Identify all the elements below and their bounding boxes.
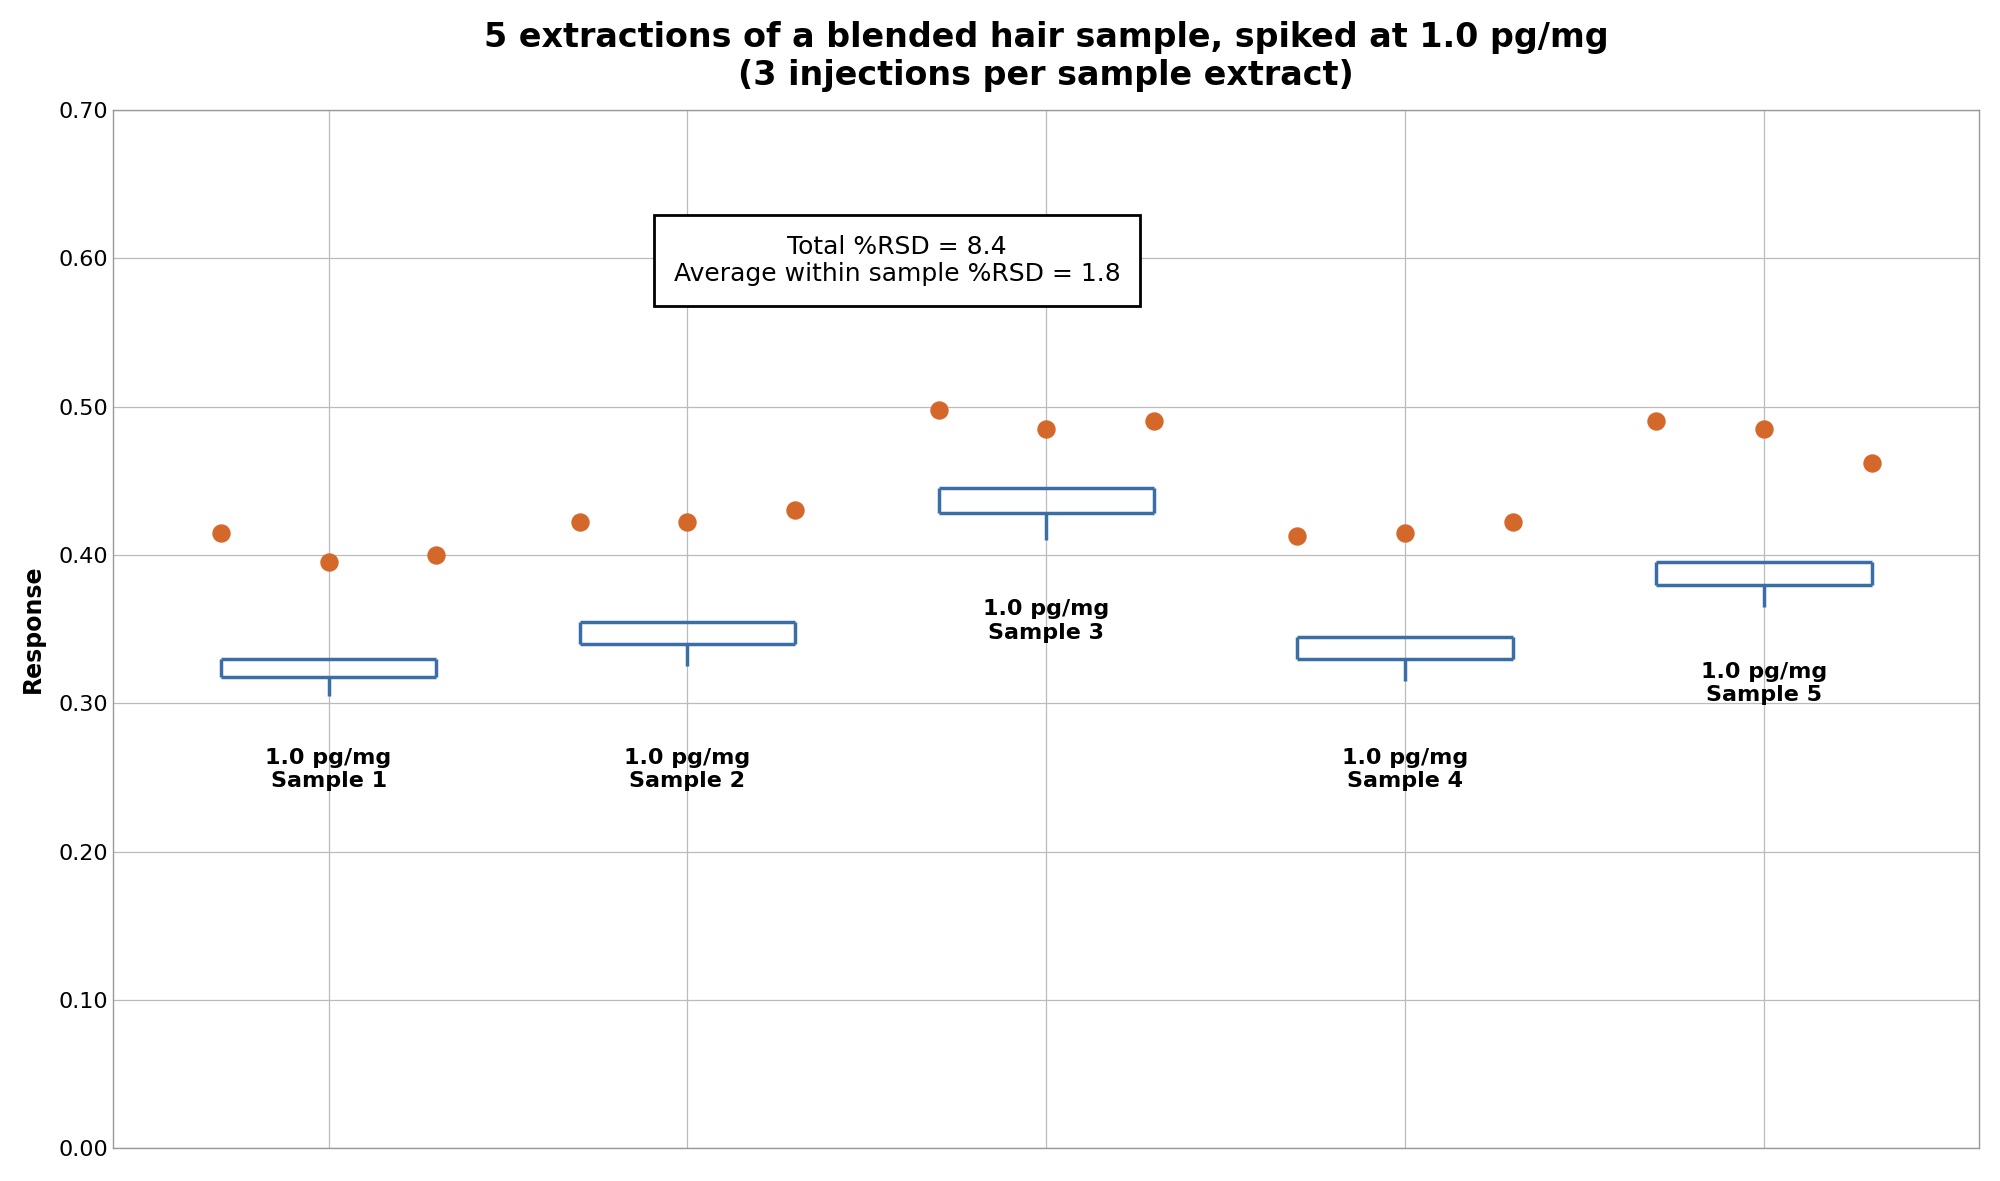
Text: 1.0 pg/mg
Sample 5: 1.0 pg/mg Sample 5 (1700, 661, 1828, 705)
Point (1496, 513, 1528, 531)
Text: 1.0 pg/mg
Sample 4: 1.0 pg/mg Sample 4 (1342, 748, 1468, 791)
Y-axis label: Response: Response (20, 565, 44, 693)
Point (564, 513, 596, 531)
Point (780, 501, 812, 520)
Point (1640, 412, 1672, 431)
Point (1138, 412, 1170, 431)
Text: 1.0 pg/mg
Sample 1: 1.0 pg/mg Sample 1 (266, 748, 392, 791)
Point (204, 523, 236, 542)
Point (1282, 527, 1314, 546)
Point (312, 553, 344, 572)
Point (1748, 419, 1780, 438)
Point (672, 513, 704, 531)
Text: 1.0 pg/mg
Sample 3: 1.0 pg/mg Sample 3 (984, 600, 1110, 642)
Point (1390, 523, 1422, 542)
Title: 5 extractions of a blended hair sample, spiked at 1.0 pg/mg
(3 injections per sa: 5 extractions of a blended hair sample, … (484, 21, 1608, 92)
Point (420, 546, 452, 565)
Text: Total %RSD = 8.4
Average within sample %RSD = 1.8: Total %RSD = 8.4 Average within sample %… (674, 235, 1120, 287)
Text: 1.0 pg/mg
Sample 2: 1.0 pg/mg Sample 2 (624, 748, 750, 791)
Point (1030, 419, 1062, 438)
Point (1856, 454, 1888, 472)
Point (922, 400, 954, 419)
